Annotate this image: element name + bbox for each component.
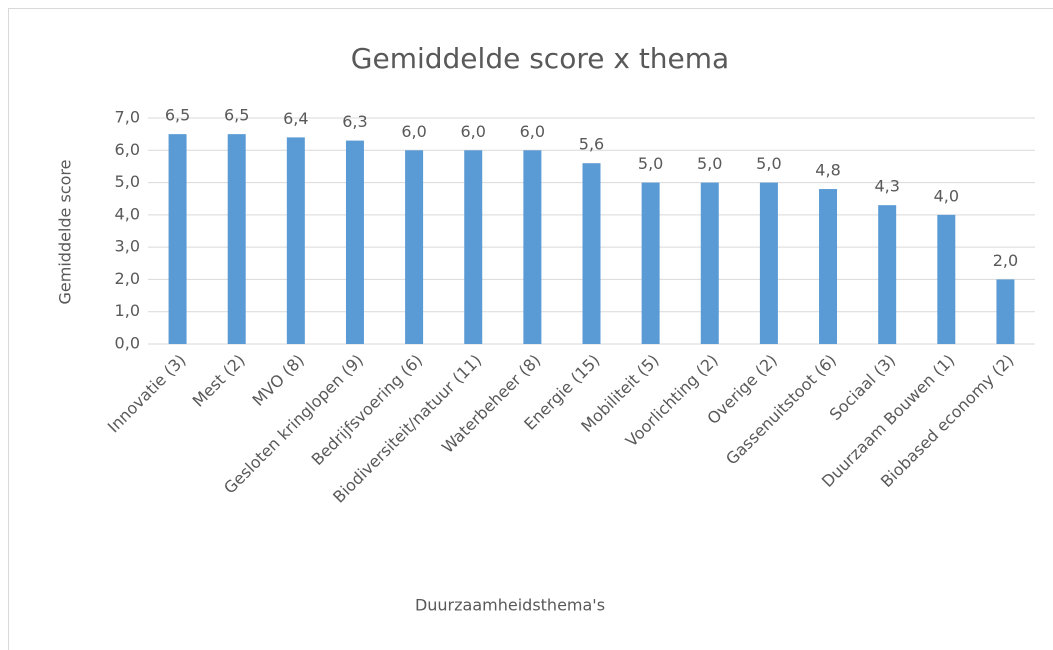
data-label: 6,4 [283, 109, 308, 128]
bar [878, 205, 897, 344]
bar [464, 150, 483, 344]
y-tick-label: 6,0 [115, 140, 140, 159]
y-tick-label: 2,0 [115, 269, 140, 288]
bar [168, 134, 187, 344]
x-tick-label: Mest (2) [189, 351, 249, 411]
data-label: 5,0 [756, 154, 781, 173]
data-label: 6,0 [401, 122, 426, 141]
data-label: 6,5 [224, 106, 249, 125]
bar [582, 163, 601, 344]
data-label: 5,0 [697, 154, 722, 173]
y-tick-label: 1,0 [115, 301, 140, 320]
data-label: 5,0 [638, 154, 663, 173]
bar [700, 182, 719, 344]
data-label: 4,0 [934, 186, 959, 205]
data-label: 6,5 [165, 106, 190, 125]
x-tick-label: Innovatie (3) [104, 351, 190, 437]
bar [345, 140, 364, 344]
y-tick-label: 3,0 [115, 237, 140, 256]
bar [227, 134, 246, 344]
bar [819, 189, 838, 344]
y-tick-label: 0,0 [115, 334, 140, 353]
y-axis-label: Gemiddelde score [56, 160, 75, 305]
data-label: 6,0 [520, 122, 545, 141]
data-label: 6,3 [342, 112, 367, 131]
x-tick-label: MVO (8) [249, 351, 308, 410]
data-label: 4,3 [874, 177, 899, 196]
bar [996, 279, 1015, 344]
data-label: 4,8 [815, 161, 840, 180]
x-axis-label: Duurzaamheidsthema's [415, 596, 605, 615]
bar [405, 150, 424, 344]
chart-title: Gemiddelde score x thema [351, 42, 729, 75]
x-tick-label: Gassenuitstoot (6) [722, 351, 840, 469]
bar [523, 150, 542, 344]
bar [641, 182, 660, 344]
data-label: 2,0 [993, 251, 1018, 270]
x-tick-label: Waterbeheer (8) [438, 351, 544, 457]
bar [759, 182, 778, 344]
data-label: 6,0 [461, 122, 486, 141]
bar [286, 137, 305, 344]
y-tick-label: 4,0 [115, 204, 140, 223]
x-tick-label: Bedrijfsvoering (6) [308, 351, 427, 470]
bar [937, 214, 956, 344]
chart-frame [8, 8, 1053, 650]
data-label: 5,6 [579, 135, 604, 154]
y-tick-label: 5,0 [115, 172, 140, 191]
y-tick-label: 7,0 [115, 108, 140, 127]
